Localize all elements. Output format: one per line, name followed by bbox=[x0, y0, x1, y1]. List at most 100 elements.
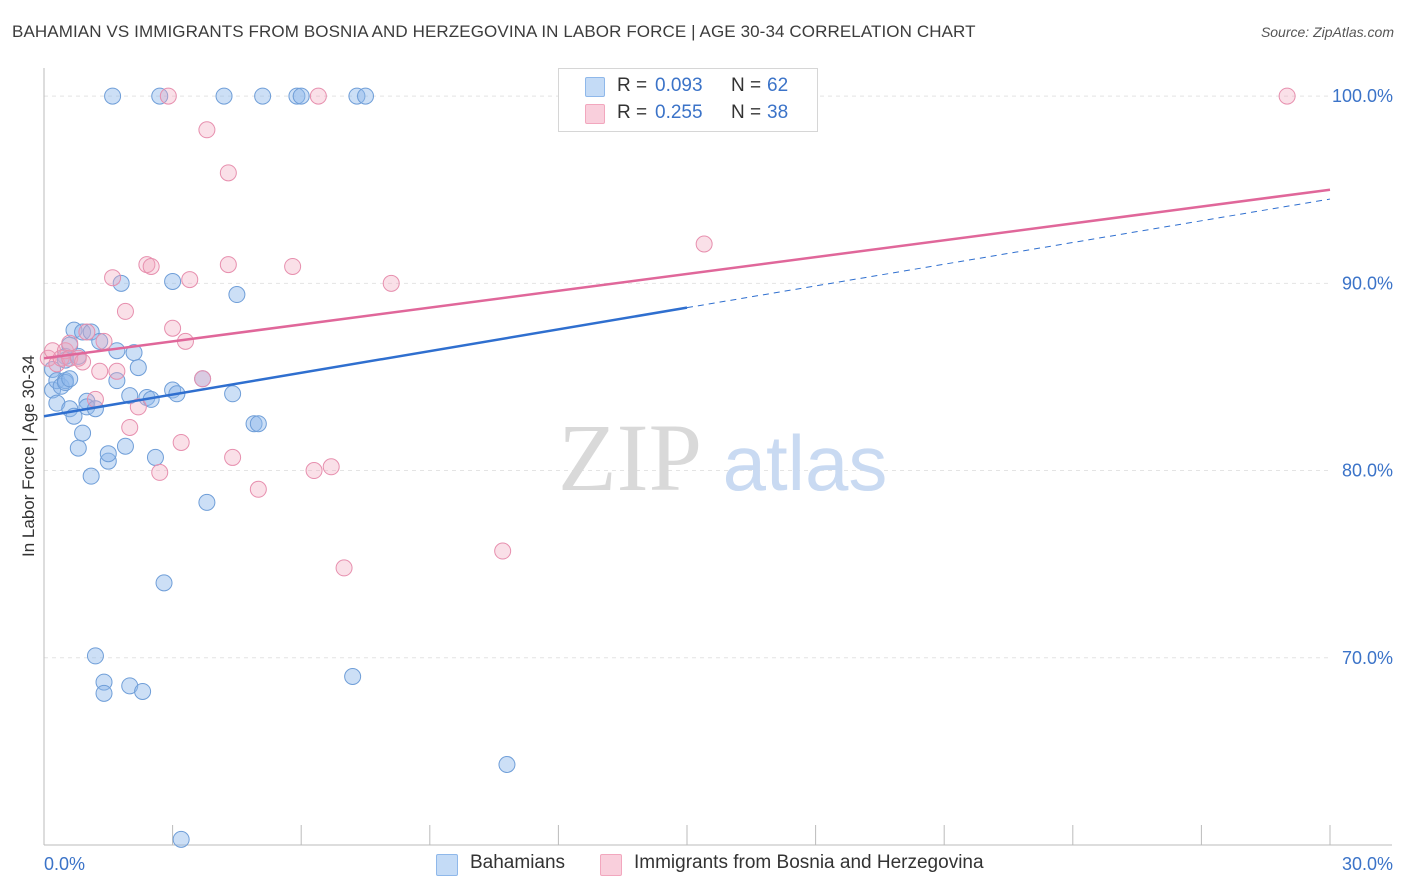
bahamians-point bbox=[99, 445, 117, 463]
bahamians-point bbox=[249, 415, 267, 433]
bosnia-point bbox=[116, 302, 134, 320]
legend-n-label: N = bbox=[731, 75, 762, 96]
bahamians-point bbox=[108, 372, 126, 390]
bosnia-point bbox=[322, 458, 340, 476]
watermark: ZIP atlas bbox=[558, 404, 887, 511]
bosnia-point bbox=[78, 323, 96, 341]
bahamians-point bbox=[357, 87, 374, 105]
bosnia-point bbox=[159, 87, 177, 105]
x-tick-label: 0.0% bbox=[44, 854, 85, 874]
legend-swatch-bahamians bbox=[585, 77, 605, 97]
bahamians-point bbox=[292, 87, 310, 105]
bosnia-point bbox=[151, 463, 169, 481]
bahamians-point bbox=[82, 467, 100, 485]
bahamians-point bbox=[61, 370, 79, 388]
bahamians-point bbox=[224, 385, 242, 403]
bahamians-point bbox=[498, 755, 516, 773]
bosnia-point bbox=[335, 559, 353, 577]
bosnia-point bbox=[494, 542, 512, 560]
bosnia-point bbox=[309, 87, 327, 105]
bosnia-point bbox=[382, 274, 400, 292]
bahamians-point bbox=[164, 272, 182, 290]
source-note: Source: ZipAtlas.com bbox=[1260, 24, 1394, 40]
bosnia-point bbox=[1278, 87, 1296, 105]
bahamians-point bbox=[74, 323, 92, 341]
bahamians-point bbox=[99, 452, 117, 470]
legend-n-label: N = bbox=[731, 102, 762, 123]
axes bbox=[43, 68, 1392, 846]
bosnia-point bbox=[219, 164, 237, 182]
bahamians-point bbox=[134, 682, 152, 700]
bosnia-point bbox=[194, 370, 212, 388]
bosnia-point bbox=[249, 480, 267, 498]
y-tick-label: 100.0% bbox=[1332, 86, 1393, 106]
bosnia-point bbox=[61, 334, 79, 352]
legend-r-value: 0.255 bbox=[655, 102, 703, 123]
bosnia-point bbox=[95, 332, 113, 350]
series-bahamians-points bbox=[44, 87, 516, 848]
bosnia-point bbox=[74, 353, 92, 371]
bahamians-point bbox=[44, 381, 62, 399]
bahamians-point bbox=[198, 493, 216, 511]
bosnia-point bbox=[181, 271, 199, 289]
bosnia-point bbox=[305, 462, 323, 480]
legend-r-label: R = bbox=[617, 75, 648, 96]
bahamians-trend-extension bbox=[686, 198, 1331, 309]
bahamians-point bbox=[104, 87, 122, 105]
legend-n-value: 62 bbox=[767, 75, 789, 96]
bosnia-point bbox=[172, 433, 190, 451]
bosnia-point bbox=[104, 269, 122, 287]
bosnia-point bbox=[164, 319, 182, 337]
bahamians-point bbox=[344, 667, 362, 685]
y-tick-label: 70.0% bbox=[1342, 648, 1393, 668]
bahamians-point bbox=[146, 448, 164, 466]
bahamians-point bbox=[254, 87, 272, 105]
x-tick-label: 30.0% bbox=[1342, 854, 1393, 874]
bahamians-point bbox=[155, 574, 173, 592]
bahamians-point bbox=[348, 87, 366, 105]
watermark-zip: ZIP bbox=[558, 404, 702, 511]
y-tick-label: 90.0% bbox=[1342, 273, 1393, 293]
bottom-legend-label: Immigrants from Bosnia and Herzegovina bbox=[634, 852, 984, 873]
bosnia-point bbox=[108, 362, 126, 380]
chart-title: BAHAMIAN VS IMMIGRANTS FROM BOSNIA AND H… bbox=[12, 22, 976, 41]
bahamians-point bbox=[129, 359, 147, 377]
legend-r-value: 0.093 bbox=[655, 75, 703, 96]
bottom-legend-swatch-bahamians bbox=[436, 854, 458, 876]
bahamians-point bbox=[48, 394, 66, 412]
bahamians-point bbox=[215, 87, 233, 105]
bottom-legend-label: Bahamians bbox=[470, 852, 566, 873]
bosnia-point bbox=[138, 256, 156, 274]
bahamians-point bbox=[112, 274, 130, 292]
tick-labels: 70.0% 80.0% 90.0% 100.0% 0.0% 30.0% bbox=[44, 86, 1393, 874]
bahamians-point bbox=[95, 684, 113, 702]
bosnia-point bbox=[86, 390, 104, 408]
bosnia-point bbox=[142, 257, 160, 275]
bottom-legend-swatch-bosnia bbox=[600, 854, 622, 876]
bahamians-point bbox=[91, 332, 109, 350]
bahamians-point bbox=[228, 286, 246, 304]
trend-lines bbox=[43, 188, 1331, 418]
bahamians-point bbox=[69, 439, 87, 457]
bahamians-point bbox=[121, 387, 139, 405]
legend-swatch-bosnia bbox=[585, 104, 605, 124]
bosnia-point bbox=[284, 257, 302, 275]
watermark-atlas: atlas bbox=[723, 419, 888, 507]
y-axis-label: In Labor Force | Age 30-34 bbox=[19, 355, 38, 557]
y-tick-label: 80.0% bbox=[1342, 461, 1393, 481]
bosnia-point bbox=[129, 398, 147, 416]
bosnia-trend-line bbox=[43, 188, 1331, 360]
bosnia-point bbox=[121, 418, 139, 436]
bahamians-point bbox=[116, 437, 134, 455]
bahamians-point bbox=[172, 830, 190, 848]
bahamians-point bbox=[86, 647, 104, 665]
bosnia-point bbox=[91, 362, 109, 380]
bosnia-point bbox=[224, 448, 242, 466]
bahamians-point bbox=[65, 321, 83, 339]
bahamians-point bbox=[288, 87, 306, 105]
bahamians-point bbox=[82, 323, 100, 341]
bosnia-point bbox=[198, 121, 216, 139]
bahamians-point bbox=[151, 87, 169, 105]
bahamians-trend-line bbox=[43, 306, 688, 418]
